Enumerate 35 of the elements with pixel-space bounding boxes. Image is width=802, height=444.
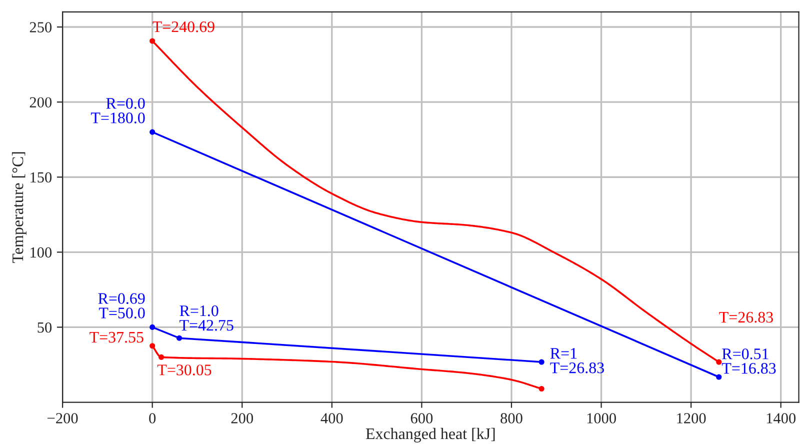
point [158, 354, 164, 360]
x-tick-label: 800 [500, 413, 522, 424]
x-tick-label: 200 [231, 413, 253, 424]
point [150, 324, 156, 330]
data-label: R=1.0 T=42.75 [180, 305, 234, 331]
x-tick-label: 1400 [766, 413, 796, 424]
x-tick-label: 1200 [677, 413, 706, 424]
point [538, 359, 544, 365]
point [538, 386, 544, 392]
point [716, 374, 722, 380]
y-axis-title: Temperature [°C] [12, 152, 26, 263]
data-label: T=26.83 [719, 312, 773, 323]
point [150, 343, 156, 349]
y-tick-label: 50 [38, 322, 52, 333]
data-label: T=37.55 [90, 332, 144, 343]
data-label: R=0.51 T=16.83 [722, 348, 776, 374]
y-tick-label: 200 [30, 97, 52, 108]
x-axis-title: Exchanged heat [kJ] [366, 428, 495, 442]
y-tick-label: 150 [30, 172, 52, 183]
data-label: R=0.69 T=50.0 [98, 293, 145, 318]
point [150, 129, 156, 135]
data-label: T=240.69 [152, 21, 214, 32]
y-tick-label: 100 [30, 247, 52, 258]
y-tick-label: 250 [30, 22, 52, 32]
point [150, 38, 156, 44]
x-tick-label: 600 [410, 413, 433, 424]
data-label: R=1 T=26.83 [550, 348, 604, 374]
point [176, 335, 182, 341]
x-tick-label: 1000 [587, 413, 616, 424]
data-label: R=0.0 T=180.0 [90, 98, 145, 124]
data-label: T=30.05 [157, 364, 212, 376]
x-tick-label: 0 [149, 413, 156, 424]
point [716, 359, 722, 365]
x-tick-label: 400 [320, 413, 343, 424]
x-tick-label: −200 [48, 413, 78, 424]
